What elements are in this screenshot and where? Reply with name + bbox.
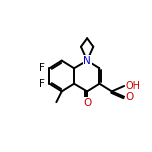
Text: F: F: [39, 79, 45, 89]
Text: F: F: [39, 63, 45, 73]
Text: N: N: [83, 56, 91, 66]
Text: O: O: [126, 92, 134, 102]
Text: OH: OH: [126, 81, 141, 91]
Text: O: O: [83, 98, 91, 108]
